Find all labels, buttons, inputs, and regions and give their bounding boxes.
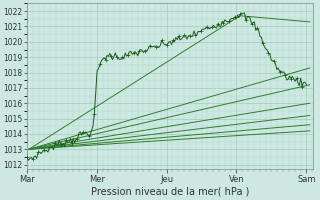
X-axis label: Pression niveau de la mer( hPa ): Pression niveau de la mer( hPa ): [91, 187, 249, 197]
